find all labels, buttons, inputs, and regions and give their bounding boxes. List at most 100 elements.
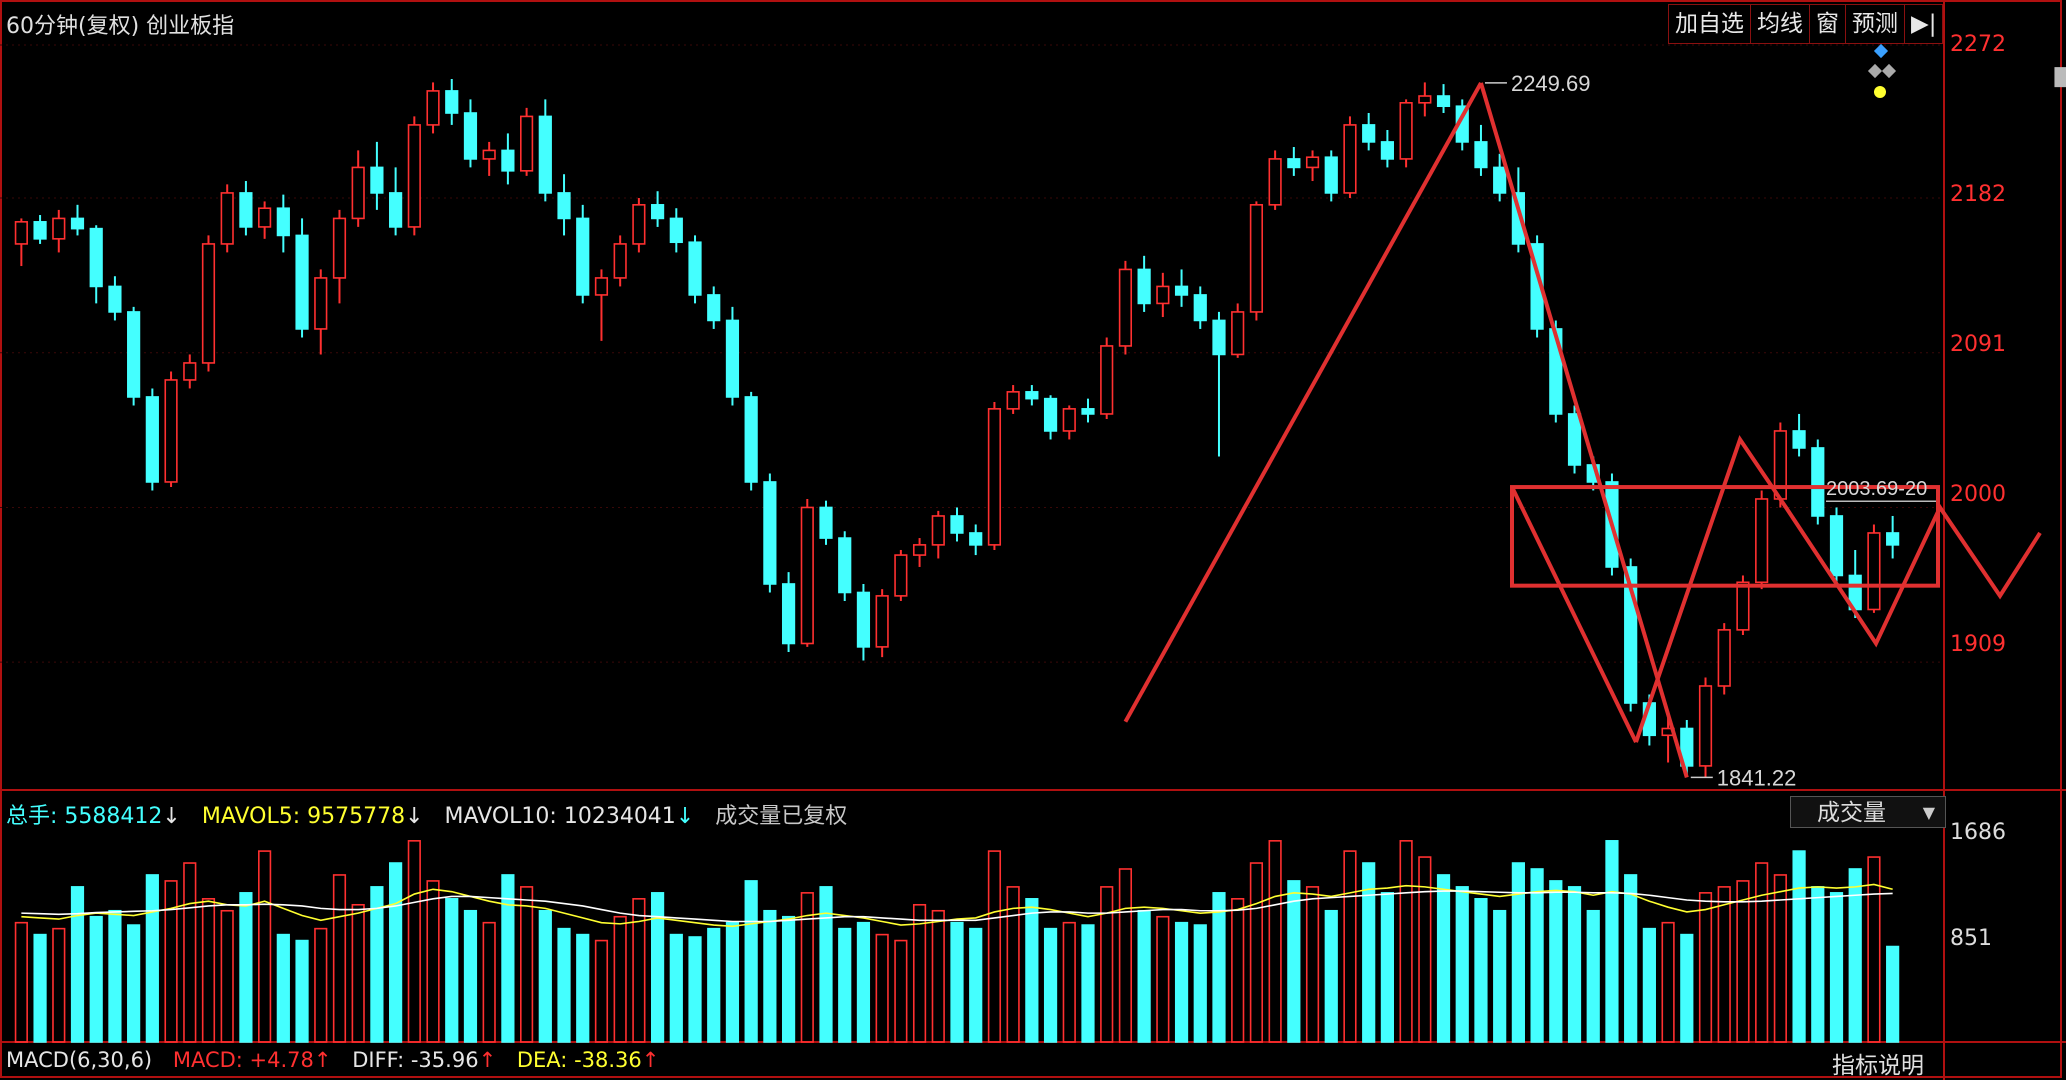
window-button[interactable]: 窗 (1810, 5, 1846, 43)
volume-bar (1062, 921, 1076, 1043)
volume-bar (183, 862, 197, 1043)
add-watchlist-button[interactable]: 加自选 (1669, 5, 1751, 43)
candle-body (1418, 95, 1432, 104)
dea-label: DEA: (516, 1048, 568, 1072)
candle-body (725, 319, 740, 398)
volume-bar (1156, 915, 1170, 1043)
candle-body (295, 234, 309, 330)
candle-body (744, 396, 758, 483)
volume-bar (987, 850, 1002, 1043)
candle-body (108, 285, 122, 313)
zigzag-line (1634, 435, 2042, 743)
candle-body (1268, 158, 1282, 206)
moving-average-button[interactable]: 均线 (1751, 5, 1810, 43)
indicator-help-link[interactable]: 指标说明 (1832, 1053, 1924, 1079)
macd-value: +4.78 (249, 1048, 314, 1072)
macd-legend: MACD(6,30,6) MACD: +4.78↑ DIFF: -35.96↑ … (6, 1048, 659, 1072)
candle-body (1287, 158, 1301, 169)
volume-bar (894, 939, 908, 1043)
candle-body (1792, 430, 1806, 449)
candle-body (1043, 397, 1058, 432)
candle-body (258, 207, 272, 228)
volume-bar (1811, 886, 1825, 1043)
price-axis-label: 2182 (1950, 182, 2006, 207)
candle-body (838, 537, 852, 594)
candle-body (1100, 345, 1114, 415)
candle-body (1305, 156, 1320, 169)
candle-body (950, 515, 964, 534)
total-volume-label: 总手: (6, 804, 58, 829)
candle-body (800, 506, 814, 645)
candle-body (632, 204, 646, 245)
chart-title: 60分钟(复权) 创业板指 (6, 14, 235, 39)
up-arrow-icon: ↑ (641, 1048, 660, 1072)
candle-body (1698, 685, 1713, 767)
low-marker-label: 1841.22 (1717, 765, 1797, 790)
indicator-select[interactable]: 成交量 ▼ (1790, 796, 1946, 828)
dea-value: -38.36 (574, 1048, 642, 1072)
candle-body (1717, 629, 1731, 687)
volume-bar (1511, 862, 1525, 1043)
volume-bar (1118, 868, 1133, 1043)
volume-bar (744, 880, 758, 1043)
chevron-down-icon: ▼ (1922, 803, 1935, 822)
diff-label: DIFF: (352, 1048, 405, 1072)
candle-body (14, 221, 28, 245)
volume-bar (407, 840, 421, 1043)
candle-body (70, 217, 85, 230)
candle-body (1380, 141, 1394, 160)
up-arrow-icon: ↑ (478, 1048, 497, 1072)
price-axis-label: 1909 (1950, 632, 2006, 657)
candle-body (1006, 391, 1020, 410)
mid-marker-label: 2003.69-20 (1826, 478, 1927, 500)
volume-bar (707, 927, 721, 1043)
volume-bar (1249, 862, 1264, 1043)
candle-body (52, 217, 66, 240)
candle-body (819, 506, 833, 539)
volume-bar (1680, 933, 1694, 1043)
volume-bar (276, 933, 290, 1043)
volume-bar (52, 927, 66, 1043)
down-arrow-icon: ↓ (675, 804, 695, 829)
candle-body (1624, 566, 1638, 704)
volume-bar (501, 874, 515, 1043)
candle-body (987, 408, 1002, 546)
volume-bar (314, 927, 328, 1043)
volume-bar (520, 886, 534, 1043)
volume-bar (576, 933, 590, 1043)
price-grid (0, 44, 1944, 663)
candle-body (856, 591, 871, 648)
volume-bar (1137, 909, 1151, 1043)
candle-body (1829, 515, 1844, 577)
volume-bar (1530, 868, 1544, 1043)
candle-body (763, 481, 777, 585)
ma-lines (21, 883, 1893, 928)
forecast-button[interactable]: 预测 (1846, 5, 1905, 43)
volume-bar (725, 921, 740, 1043)
volume-bar (688, 936, 702, 1043)
candle-body (1867, 532, 1881, 611)
volume-bar (557, 927, 571, 1043)
volume-bar (1624, 874, 1638, 1043)
volume-bar (258, 850, 272, 1043)
macd-label: MACD: (172, 1048, 243, 1072)
volume-bar (463, 909, 478, 1043)
volume-bar (351, 903, 365, 1043)
candles-group (14, 79, 1900, 778)
volume-bar (1231, 898, 1245, 1043)
volume-bar (1305, 886, 1320, 1043)
volume-bar (1362, 862, 1376, 1043)
candle-body (1811, 447, 1825, 517)
candle-body (426, 90, 440, 126)
volume-bar (33, 933, 47, 1043)
volume-bar (1268, 840, 1282, 1043)
volume-bar (164, 880, 178, 1043)
volume-bar (370, 886, 384, 1043)
candle-body (89, 227, 103, 288)
volume-axis-label: 1686 (1950, 820, 2006, 845)
volume-bar (1287, 880, 1301, 1043)
candle-body (314, 277, 328, 330)
expand-panel-button[interactable]: ▶| (1911, 11, 1937, 37)
volume-bars (14, 840, 1900, 1043)
